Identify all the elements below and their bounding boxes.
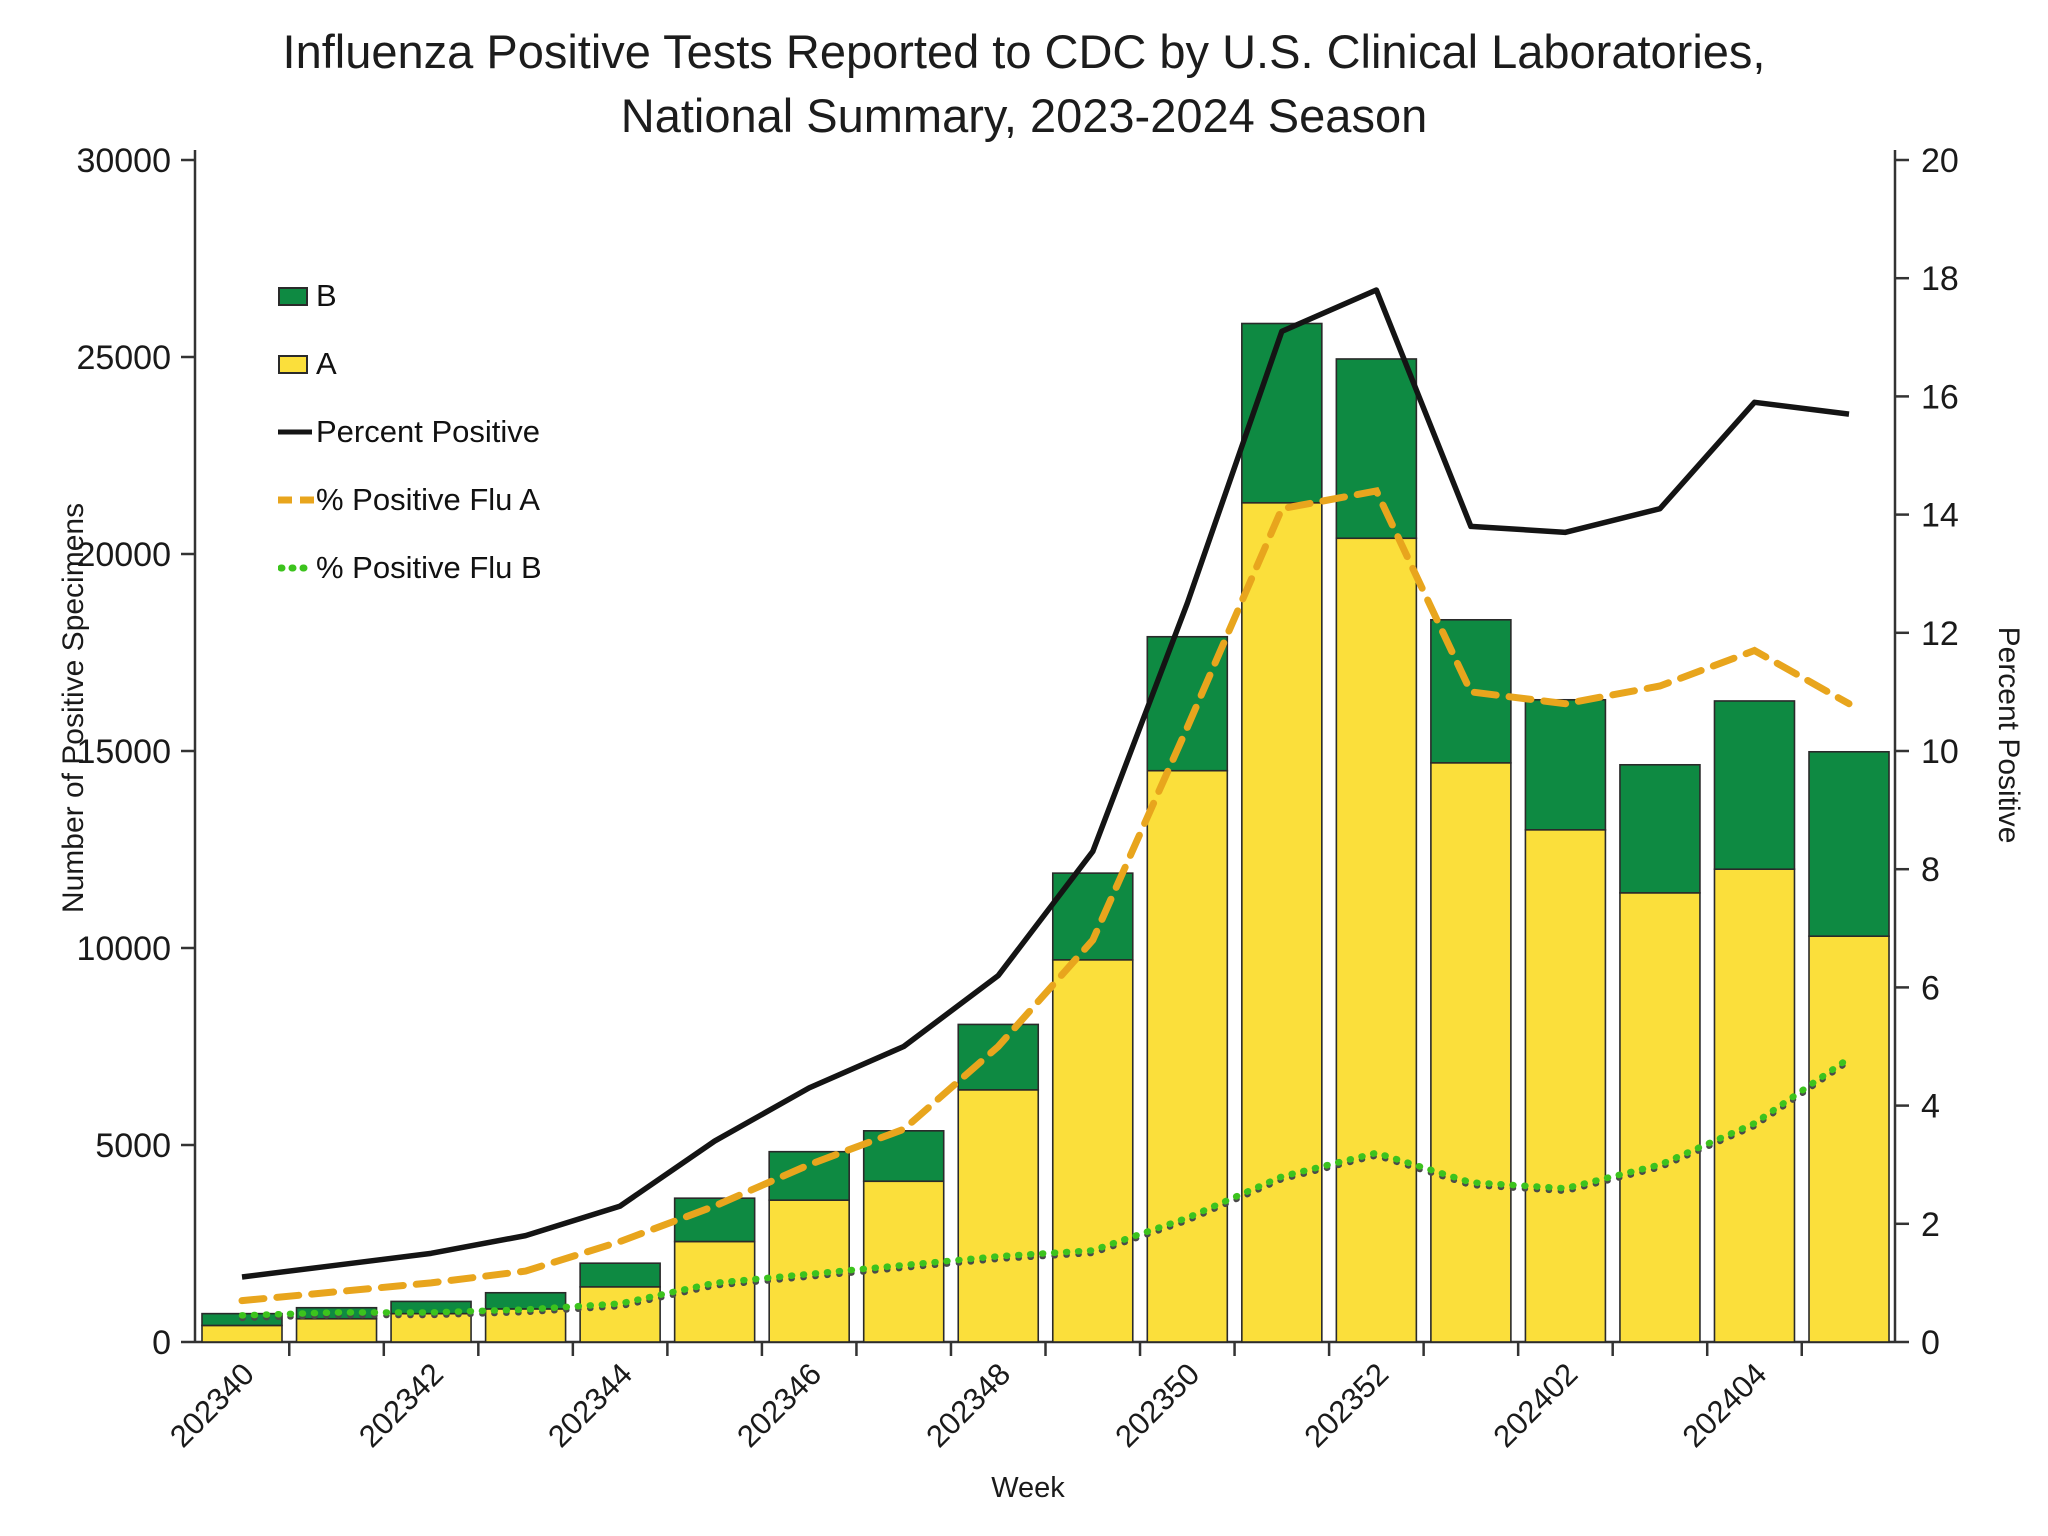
bar-flu-a — [201, 1324, 283, 1343]
right-axis-tick-label: 4 — [1921, 1088, 1940, 1126]
right-axis-tick-label: 12 — [1921, 615, 1959, 653]
bar-flu-a — [1808, 935, 1890, 1343]
bar-flu-a — [1430, 762, 1512, 1343]
right-axis-tick-label: 16 — [1921, 378, 1959, 416]
left-axis-tick-label: 25000 — [76, 339, 171, 377]
bar-flu-a — [1146, 769, 1229, 1343]
legend-label-percent-positive: Percent Positive — [316, 414, 540, 449]
right-axis-tick-label: 2 — [1921, 1206, 1940, 1244]
bar-flu-b — [1430, 618, 1512, 764]
x-axis-tick-label: 202348 — [919, 1356, 1017, 1454]
left-axis-tick-label: 0 — [152, 1324, 171, 1362]
pct-flu-b-line — [238, 1055, 1853, 1319]
legend-item-pct-flu-b: % Positive Flu B — [278, 550, 542, 586]
pct-flu-b-line-shadow — [239, 1058, 1852, 1322]
x-axis-tick-label: 202352 — [1297, 1356, 1395, 1454]
bar-flu-a — [673, 1240, 756, 1343]
dotted-line-icon — [278, 563, 314, 573]
left-axis-tick-label: 20000 — [76, 536, 171, 574]
bar-flu-b — [673, 1197, 756, 1243]
right-axis-tick-label: 14 — [1921, 497, 1959, 535]
right-axis-tick-label: 10 — [1921, 733, 1959, 771]
left-axis-tick-label: 15000 — [76, 733, 171, 771]
percent-positive-line — [241, 287, 1850, 1280]
bar-flu-a — [295, 1317, 378, 1343]
x-axis-tick-label: 202344 — [541, 1356, 639, 1454]
bar-flu-a — [1241, 501, 1323, 1343]
x-axis-tick-label: 202342 — [352, 1356, 450, 1454]
x-axis-tick-label: 202340 — [163, 1356, 261, 1454]
flu-a-swatch-icon — [278, 354, 314, 374]
right-axis-tick-label: 6 — [1921, 969, 1940, 1007]
left-axis-tick-label: 10000 — [76, 930, 171, 968]
legend-item-percent-positive: Percent Positive — [278, 414, 542, 450]
right-axis-title: Percent Positive — [1992, 626, 2025, 844]
bar-flu-b — [1619, 763, 1701, 894]
x-axis-tick-label: 202402 — [1486, 1356, 1584, 1454]
bar-flu-a — [1524, 828, 1607, 1343]
bar-flu-b — [1524, 698, 1607, 831]
bar-flu-a — [862, 1180, 945, 1343]
legend-label-a: A — [316, 346, 337, 381]
x-axis-title: Week — [991, 1472, 1065, 1504]
chart-title-line1: Influenza Positive Tests Reported to CDC… — [282, 25, 1766, 78]
legend-label-b: B — [316, 278, 337, 313]
bar-flu-b — [1808, 750, 1890, 937]
bar-flu-b — [484, 1291, 567, 1310]
x-axis-tick-label: 202346 — [730, 1356, 828, 1454]
bar-flu-b — [768, 1150, 850, 1201]
right-axis-tick-label: 20 — [1921, 142, 1959, 180]
bar-flu-b — [862, 1130, 945, 1183]
legend-label-pct-flu-a: % Positive Flu A — [316, 482, 540, 517]
bar-flu-b — [1335, 358, 1418, 540]
bar-flu-a — [1619, 892, 1701, 1343]
left-axis-tick-label: 5000 — [95, 1127, 171, 1165]
right-axis-tick-label: 0 — [1921, 1324, 1940, 1362]
legend-item-a: A — [278, 346, 542, 382]
pct-flu-a-line — [238, 487, 1853, 1305]
legend-item-pct-flu-a: % Positive Flu A — [278, 482, 542, 518]
bar-flu-b — [1713, 700, 1796, 870]
dashed-line-icon — [278, 496, 314, 504]
chart-title-line2: National Summary, 2023-2024 Season — [620, 89, 1428, 142]
solid-line-icon — [278, 428, 314, 436]
bar-flu-a — [390, 1312, 472, 1343]
legend-label-pct-flu-b: % Positive Flu B — [316, 550, 542, 585]
bar-flu-b — [579, 1262, 661, 1288]
bar-flu-b — [957, 1023, 1040, 1091]
flu-b-swatch-icon — [278, 286, 314, 306]
right-axis-tick-label: 18 — [1921, 260, 1959, 298]
x-axis-tick-label: 202404 — [1676, 1356, 1774, 1454]
legend: B A Percent Positive % Positive Flu A % … — [278, 278, 542, 618]
right-axis-tick-label: 8 — [1921, 851, 1940, 889]
bar-flu-a — [1051, 959, 1134, 1343]
bar-flu-a — [957, 1089, 1040, 1343]
left-axis-tick-label: 30000 — [76, 142, 171, 180]
legend-item-b: B — [278, 278, 542, 314]
x-axis-tick-label: 202350 — [1108, 1356, 1206, 1454]
bar-flu-a — [1335, 537, 1418, 1343]
left-axis-title: Number of Positive Specimens — [57, 502, 90, 914]
